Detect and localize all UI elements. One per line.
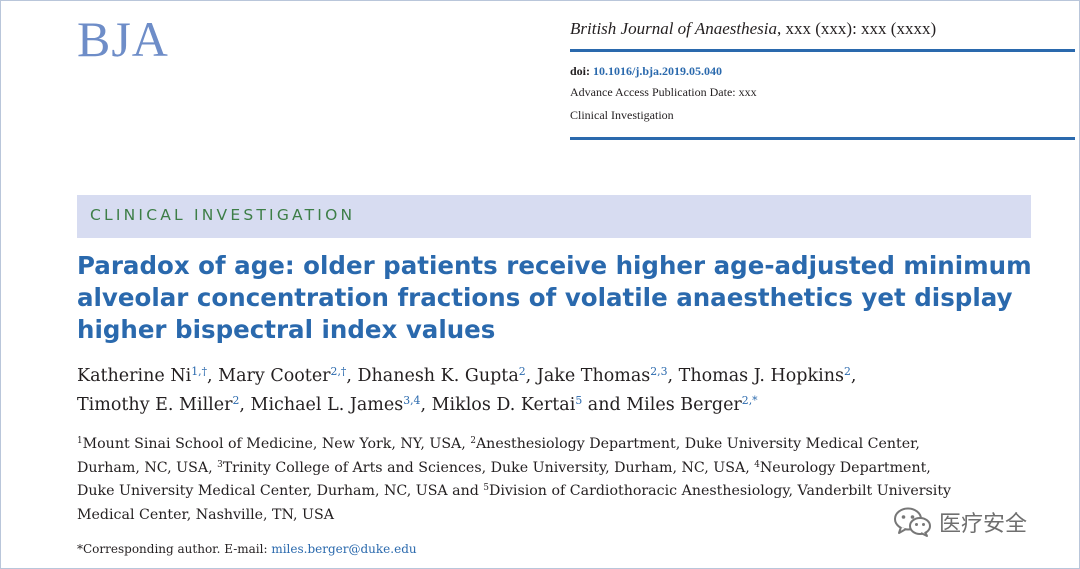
author-name: Dhanesh K. Gupta: [357, 366, 519, 386]
doi-label: doi:: [570, 64, 591, 78]
corresponding-label: *Corresponding author. E-mail:: [77, 542, 272, 556]
author-name: Michael L. James: [250, 395, 404, 415]
author-affiliation-ref[interactable]: 1,†: [191, 365, 208, 379]
author-name: Miles Berger: [626, 395, 742, 415]
header-rule-top: [570, 49, 1075, 52]
author-affiliation-ref[interactable]: 2,†: [330, 365, 347, 379]
author-affiliation-ref[interactable]: 2: [843, 365, 851, 379]
author-affiliation-ref[interactable]: 2,3: [650, 365, 668, 379]
affiliation-line: Medical Center, Nashville, TN, USA: [77, 506, 334, 523]
section-banner: CLINICAL INVESTIGATION: [77, 195, 1031, 238]
title-line: higher bispectral index values: [77, 315, 496, 344]
author-line: Timothy E. Miller2, Michael L. James3,4,…: [77, 394, 758, 415]
author-list: Katherine Ni1,†, Mary Cooter2,†, Dhanesh…: [77, 362, 1067, 420]
affiliation-line: Duke University Medical Center, Durham, …: [77, 483, 952, 499]
author-affiliation-ref[interactable]: 2,*: [741, 394, 758, 408]
article-title: Paradox of age: older patients receive h…: [77, 250, 1067, 346]
author-affiliation-ref[interactable]: 2: [232, 394, 240, 408]
publication-date: Advance Access Publication Date: xxx: [570, 85, 757, 99]
author-name: Jake Thomas: [536, 366, 651, 386]
author-affiliation-ref[interactable]: 3,4: [403, 394, 421, 408]
header-rule-bottom: [570, 137, 1075, 140]
wechat-icon: [893, 506, 933, 538]
affiliation-line: 1Mount Sinai School of Medicine, New Yor…: [77, 436, 920, 452]
journal-logo: BJA: [77, 11, 169, 67]
doi-link[interactable]: 10.1016/j.bja.2019.05.040: [593, 64, 723, 78]
watermark: 医疗安全: [893, 505, 1027, 539]
title-line: Paradox of age: older patients receive h…: [77, 251, 1032, 280]
author-name: Katherine Ni: [77, 366, 192, 386]
author-name: Timothy E. Miller: [77, 395, 233, 415]
affiliation-line: Durham, NC, USA, 3Trinity College of Art…: [77, 459, 931, 476]
article-section: Clinical Investigation: [570, 108, 674, 122]
author-name: Miklos D. Kertai: [431, 395, 576, 415]
watermark-text: 医疗安全: [939, 512, 1028, 537]
author-name: Mary Cooter: [218, 366, 331, 386]
corresponding-email-link[interactable]: miles.berger@duke.edu: [271, 542, 417, 556]
author-line: Katherine Ni1,†, Mary Cooter2,†, Dhanesh…: [77, 365, 857, 386]
corresponding-author: *Corresponding author. E-mail: miles.ber…: [77, 542, 417, 556]
author-affiliation-ref[interactable]: 2: [518, 365, 526, 379]
doi-line: doi: 10.1016/j.bja.2019.05.040: [570, 64, 722, 79]
journal-ref: , xxx (xxx): xxx (xxxx): [777, 19, 937, 38]
author-affiliation-ref[interactable]: 5: [575, 394, 583, 408]
journal-name: British Journal of Anaesthesia: [570, 19, 777, 38]
journal-citation: British Journal of Anaesthesia, xxx (xxx…: [570, 19, 936, 39]
author-name: Thomas J. Hopkins: [678, 366, 844, 386]
affiliations: 1Mount Sinai School of Medicine, New Yor…: [77, 433, 1067, 527]
title-line: alveolar concentration fractions of vola…: [77, 283, 1013, 312]
section-banner-label: CLINICAL INVESTIGATION: [90, 206, 356, 224]
